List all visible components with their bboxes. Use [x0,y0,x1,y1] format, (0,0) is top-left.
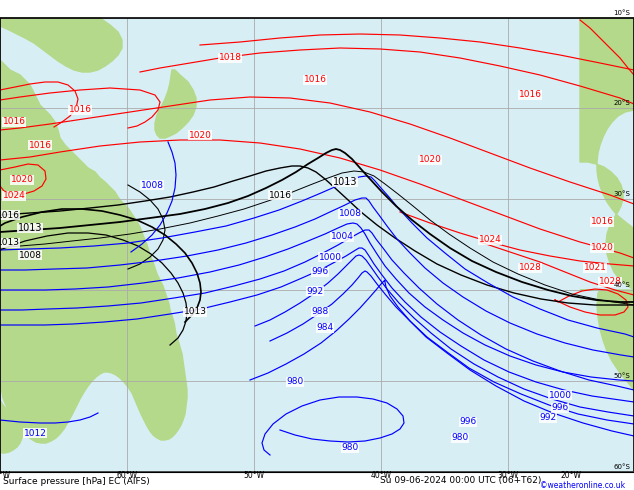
Text: 1016: 1016 [590,218,614,226]
Polygon shape [0,18,634,472]
Text: 1016: 1016 [304,75,327,84]
Text: 1008: 1008 [339,210,361,219]
Text: 980: 980 [451,434,469,442]
Text: 1024: 1024 [479,236,501,245]
Text: 30°W: 30°W [498,471,519,481]
Text: 996: 996 [311,268,328,276]
Text: 20°S: 20°S [613,100,630,106]
Text: 1024: 1024 [3,192,25,200]
Text: 10°S: 10°S [613,10,630,16]
Polygon shape [0,400,23,472]
Polygon shape [580,290,634,390]
Text: 1000: 1000 [548,391,571,399]
Text: 1013: 1013 [333,177,357,187]
Text: 1008: 1008 [141,180,164,190]
Text: 992: 992 [540,414,557,422]
Text: 30°S: 30°S [613,191,630,197]
Polygon shape [580,18,634,290]
Text: 1020: 1020 [188,130,211,140]
Polygon shape [155,70,196,138]
Text: 1018: 1018 [219,53,242,63]
Text: 984: 984 [316,323,333,333]
Text: 40°W: 40°W [370,471,392,481]
Text: 980: 980 [341,443,359,452]
Text: Su 09-06-2024 00:00 UTC (06+T62): Su 09-06-2024 00:00 UTC (06+T62) [380,476,541,486]
Text: 60°S: 60°S [613,464,630,470]
Text: 1016: 1016 [68,105,91,115]
Text: 1028: 1028 [519,264,541,272]
Text: 1016: 1016 [29,141,51,149]
Polygon shape [0,18,187,443]
Text: 1008: 1008 [18,250,41,260]
Polygon shape [0,472,634,490]
Polygon shape [0,18,122,72]
Text: 1013: 1013 [183,308,207,317]
Text: 996: 996 [552,403,569,413]
Text: 40°S: 40°S [613,282,630,288]
Text: 1013: 1013 [18,223,42,233]
Text: 20°W: 20°W [560,471,581,481]
Text: 1020: 1020 [590,244,614,252]
Text: 980: 980 [287,377,304,387]
Text: 60°W: 60°W [117,471,138,481]
Text: 50°W: 50°W [243,471,264,481]
Text: 1020: 1020 [11,175,34,185]
Text: 1021: 1021 [583,264,607,272]
Text: 70°W: 70°W [0,471,11,481]
Text: 1000: 1000 [318,252,342,262]
Text: Surface pressure [hPa] EC (AIFS): Surface pressure [hPa] EC (AIFS) [3,476,150,486]
Text: 1016: 1016 [0,211,20,220]
Text: 50°S: 50°S [613,373,630,379]
Text: 1016: 1016 [3,118,25,126]
Text: ©weatheronline.co.uk: ©weatheronline.co.uk [540,482,625,490]
Text: 1016: 1016 [269,191,292,199]
Text: 1013: 1013 [0,239,20,247]
Text: 996: 996 [460,417,477,426]
Text: 1012: 1012 [23,428,46,438]
Text: 988: 988 [311,308,328,317]
Text: 1016: 1016 [519,91,541,99]
Text: 1004: 1004 [330,232,353,242]
Text: 992: 992 [306,287,323,295]
Text: 1020: 1020 [418,155,441,165]
Text: 1028: 1028 [598,277,621,287]
